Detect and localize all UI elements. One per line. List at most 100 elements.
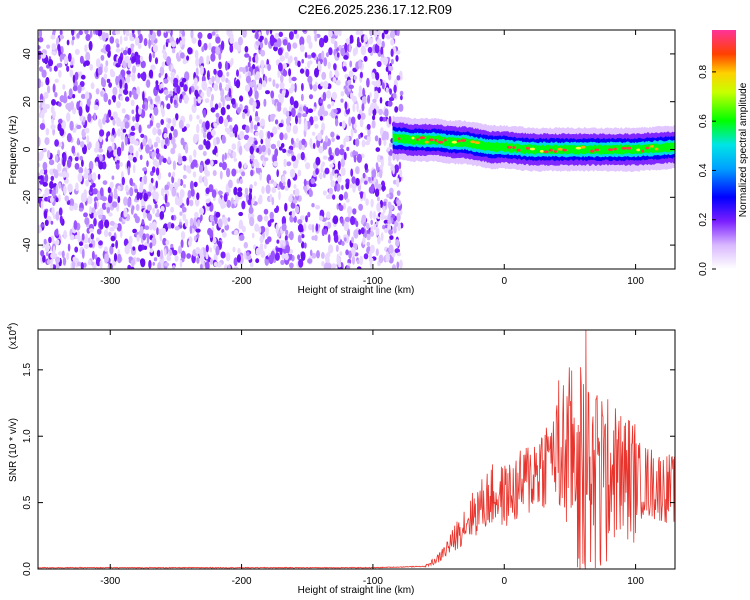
spectrogram-noise-cell: [259, 41, 264, 49]
spectrogram-noise-cell: [198, 89, 202, 95]
spectrogram-noise-cell: [249, 262, 254, 268]
spectrogram-noise-cell: [295, 115, 298, 125]
spectrogram-noise-cell: [81, 159, 84, 167]
spectrogram-noise-cell: [255, 258, 260, 264]
spectrogram-noise-cell: [314, 234, 318, 242]
spectrogram-noise-cell: [108, 231, 112, 237]
spectrogram-noise-cell: [182, 174, 187, 180]
spectrogram-noise-cell: [69, 234, 75, 241]
spectrogram-noise-cell: [174, 226, 180, 231]
spectrogram-noise-cell: [129, 131, 135, 136]
spectrogram-noise-cell: [294, 188, 300, 197]
spectrogram-noise-cell: [221, 217, 225, 223]
spectrogram-noise-cell: [163, 132, 168, 139]
spectrogram-noise-cell: [68, 88, 73, 98]
spectrogram-noise-cell: [44, 219, 49, 226]
spectrogram-noise-cell: [73, 220, 78, 230]
spectrogram-noise-cell: [334, 169, 340, 175]
spectrogram-noise-cell: [133, 93, 139, 100]
spectrogram-noise-cell: [89, 228, 94, 233]
spectrogram-noise-cell: [307, 60, 311, 69]
spectrogram-noise-cell: [107, 186, 112, 194]
spectrogram-xtick-label: -300: [100, 276, 120, 287]
spectrogram-noise-cell: [89, 30, 93, 38]
spectrogram-noise-cell: [207, 227, 212, 236]
spectrogram-noise-cell: [163, 30, 167, 33]
spectrogram-noise-cell: [74, 48, 80, 56]
spectrogram-peak-cell: [434, 139, 438, 142]
snr-ytick-label: 0.0: [22, 562, 33, 576]
spectrogram-noise-cell: [154, 193, 159, 202]
spectrogram-noise-cell: [152, 127, 157, 136]
spectrogram-noise-cell: [215, 36, 221, 44]
spectrogram-noise-cell: [52, 83, 56, 93]
spectrogram-noise-cell: [233, 257, 238, 267]
spectrogram-peak-cell: [507, 145, 512, 149]
spectrogram-noise-cell: [204, 170, 211, 177]
spectrogram-noise-cell: [232, 151, 237, 159]
spectrogram-noise-cell: [88, 40, 93, 51]
spectrogram-noise-cell: [138, 244, 143, 252]
spectrogram-noise-cell: [382, 56, 389, 66]
spectrogram-noise-cell: [396, 199, 402, 207]
spectrogram-noise-cell: [44, 137, 50, 146]
spectrogram-noise-cell: [38, 175, 44, 180]
spectrogram-noise-cell: [84, 217, 90, 226]
spectrogram-noise-cell: [128, 145, 134, 154]
spectrogram-peak-cell: [397, 137, 401, 141]
spectrogram-noise-cell: [382, 206, 386, 214]
spectrogram-ytick-label: -20: [22, 190, 33, 205]
spectrogram-noise-cell: [303, 242, 307, 249]
spectrogram-noise-cell: [378, 137, 382, 146]
spectrogram-peak-cell: [416, 138, 419, 141]
spectrogram-noise-cell: [74, 162, 80, 170]
spectrogram-noise-cell: [358, 85, 362, 93]
spectrogram-noise-cell: [152, 261, 155, 266]
spectrogram-noise-cell: [211, 93, 214, 102]
spectrogram-noise-cell: [301, 138, 306, 145]
spectrogram-noise-cell: [205, 140, 211, 150]
spectrogram-noise-cell: [278, 122, 284, 128]
spectrogram-noise-cell: [125, 96, 130, 102]
spectrogram-noise-cell: [43, 238, 47, 245]
spectrogram-noise-cell: [374, 135, 379, 142]
spectrogram-noise-cell: [353, 75, 357, 80]
snr-ytick-label: 1.5: [22, 362, 33, 376]
spectrogram-noise-cell: [172, 142, 177, 149]
spectrogram-noise-cell: [290, 137, 294, 145]
spectrogram-noise-cell: [338, 262, 342, 268]
spectrogram-noise-cell: [192, 171, 197, 178]
spectrogram-noise-cell: [318, 145, 324, 154]
spectrogram-noise-cell: [244, 187, 249, 195]
spectrogram-noise-cell: [239, 234, 245, 241]
spectrogram-noise-cell: [297, 112, 302, 118]
spectrogram-noise-cell: [61, 171, 68, 178]
spectrogram-noise-cell: [38, 30, 43, 39]
spectrogram-noise-cell: [225, 83, 229, 92]
spectrogram-noise-cell: [93, 147, 99, 153]
spectrogram-noise-cell: [45, 103, 50, 110]
spectrogram-noise-cell: [396, 190, 401, 196]
spectrogram-noise-cell: [279, 132, 284, 141]
spectrogram-peak-cell: [621, 146, 628, 150]
spectrogram-noise-cell: [328, 147, 332, 157]
spectrogram-noise-cell: [104, 219, 110, 229]
spectrogram-noise-cell: [40, 250, 45, 257]
spectrogram-noise-cell: [170, 223, 175, 229]
spectrogram-noise-cell: [259, 35, 264, 41]
spectrogram-noise-cell: [303, 178, 307, 187]
spectrogram-noise-cell: [289, 262, 294, 269]
spectrogram-noise-cell: [262, 80, 267, 88]
spectrogram-noise-cell: [376, 30, 381, 36]
spectrogram-noise-cell: [43, 91, 49, 99]
spectrogram-noise-cell: [365, 222, 370, 229]
spectrogram-noise-cell: [203, 176, 207, 184]
spectrogram-noise-cell: [278, 190, 281, 201]
spectrogram-noise-cell: [164, 184, 169, 191]
spectrogram-noise-cell: [271, 196, 275, 206]
spectrogram-noise-cell: [129, 187, 134, 197]
spectrogram-noise-cell: [323, 35, 329, 44]
spectrogram-noise-cell: [269, 34, 275, 44]
spectrogram-noise-cell: [391, 264, 397, 269]
spectrogram-noise-cell: [291, 210, 296, 218]
